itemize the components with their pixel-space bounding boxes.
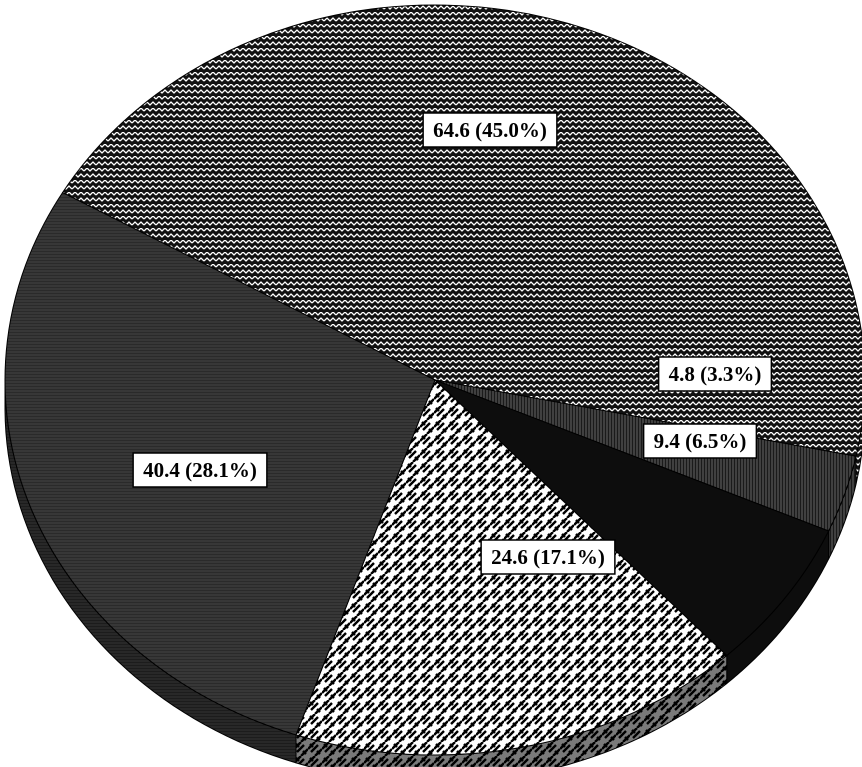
slice-label-1: 64.6 (45.0%)	[423, 113, 557, 147]
slice-label-4: 24.6 (17.1%)	[481, 540, 615, 574]
slice-label-text-1: 64.6 (45.0%)	[433, 118, 547, 142]
slice-label-5: 40.4 (28.1%)	[133, 453, 267, 487]
slice-label-text-5: 40.4 (28.1%)	[143, 458, 257, 482]
slice-label-text-3: 9.4 (6.5%)	[654, 429, 747, 453]
slice-label-text-2: 4.8 (3.3%)	[669, 362, 762, 386]
slice-label-3: 9.4 (6.5%)	[644, 424, 757, 458]
slice-label-text-4: 24.6 (17.1%)	[491, 545, 605, 569]
slice-label-2: 4.8 (3.3%)	[659, 357, 772, 391]
